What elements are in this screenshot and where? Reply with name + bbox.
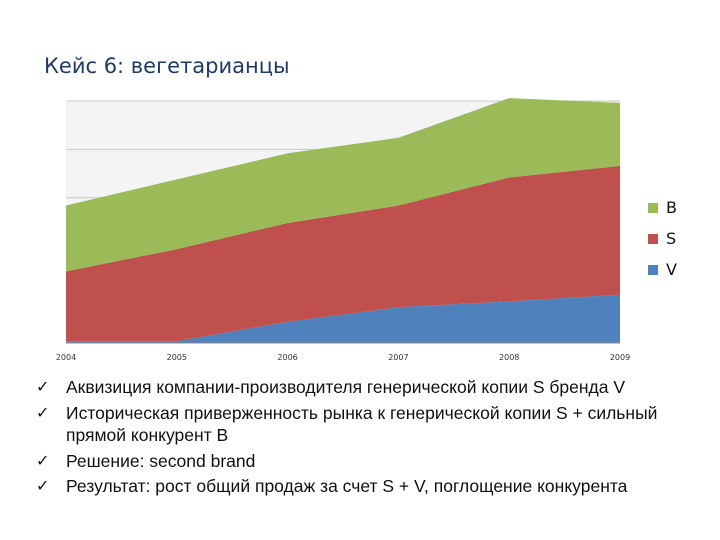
checkmark-icon: ✓	[36, 450, 50, 470]
bullet-item: ✓ Аквизиция компании-производителя генери…	[36, 376, 716, 399]
legend-item-v: V	[648, 254, 677, 285]
checkmark-icon: ✓	[36, 476, 50, 495]
legend-swatch	[648, 233, 658, 244]
area-series-s	[66, 165, 620, 342]
legend-item-b: B	[648, 192, 677, 223]
x-tick-label: 2008	[499, 353, 519, 362]
bullet-text: Решение: second brand	[66, 450, 256, 471]
x-tick-label: 2004	[56, 353, 76, 362]
x-tick-label: 2005	[167, 353, 187, 362]
x-tick-label: 2007	[388, 353, 408, 362]
bullet-text: Результат: рост общий продаж за счет S +…	[66, 476, 628, 496]
area-chart: 2004 2005 2006 2007 2008 2009	[56, 98, 630, 362]
legend-label: V	[666, 260, 677, 279]
bullet-text: Аквизиция компании-производителя генерич…	[66, 377, 626, 397]
bullet-item: ✓ Решение: second brand	[36, 450, 716, 473]
bullet-text: Историческая приверженность рынка к гене…	[66, 402, 658, 446]
bullet-list: ✓ Аквизиция компании-производителя генери…	[36, 376, 716, 501]
slide-title: Кейс 6: вегетарианцы	[44, 54, 290, 78]
x-tick-label: 2009	[610, 353, 630, 362]
legend-label: B	[666, 198, 677, 217]
legend-swatch	[648, 264, 658, 275]
checkmark-icon: ✓	[36, 402, 50, 422]
area-series-b	[66, 98, 620, 272]
x-tick-label: 2006	[277, 353, 297, 362]
legend-swatch	[648, 202, 658, 213]
legend-label: S	[666, 229, 677, 248]
legend-item-s: S	[648, 223, 677, 254]
area-series-v	[66, 294, 620, 343]
bullet-item: ✓ Результат: рост общий продаж за счет S …	[36, 475, 716, 498]
bullet-item: ✓ Историческая приверженность рынка к ген…	[36, 402, 716, 447]
checkmark-icon: ✓	[36, 377, 50, 396]
